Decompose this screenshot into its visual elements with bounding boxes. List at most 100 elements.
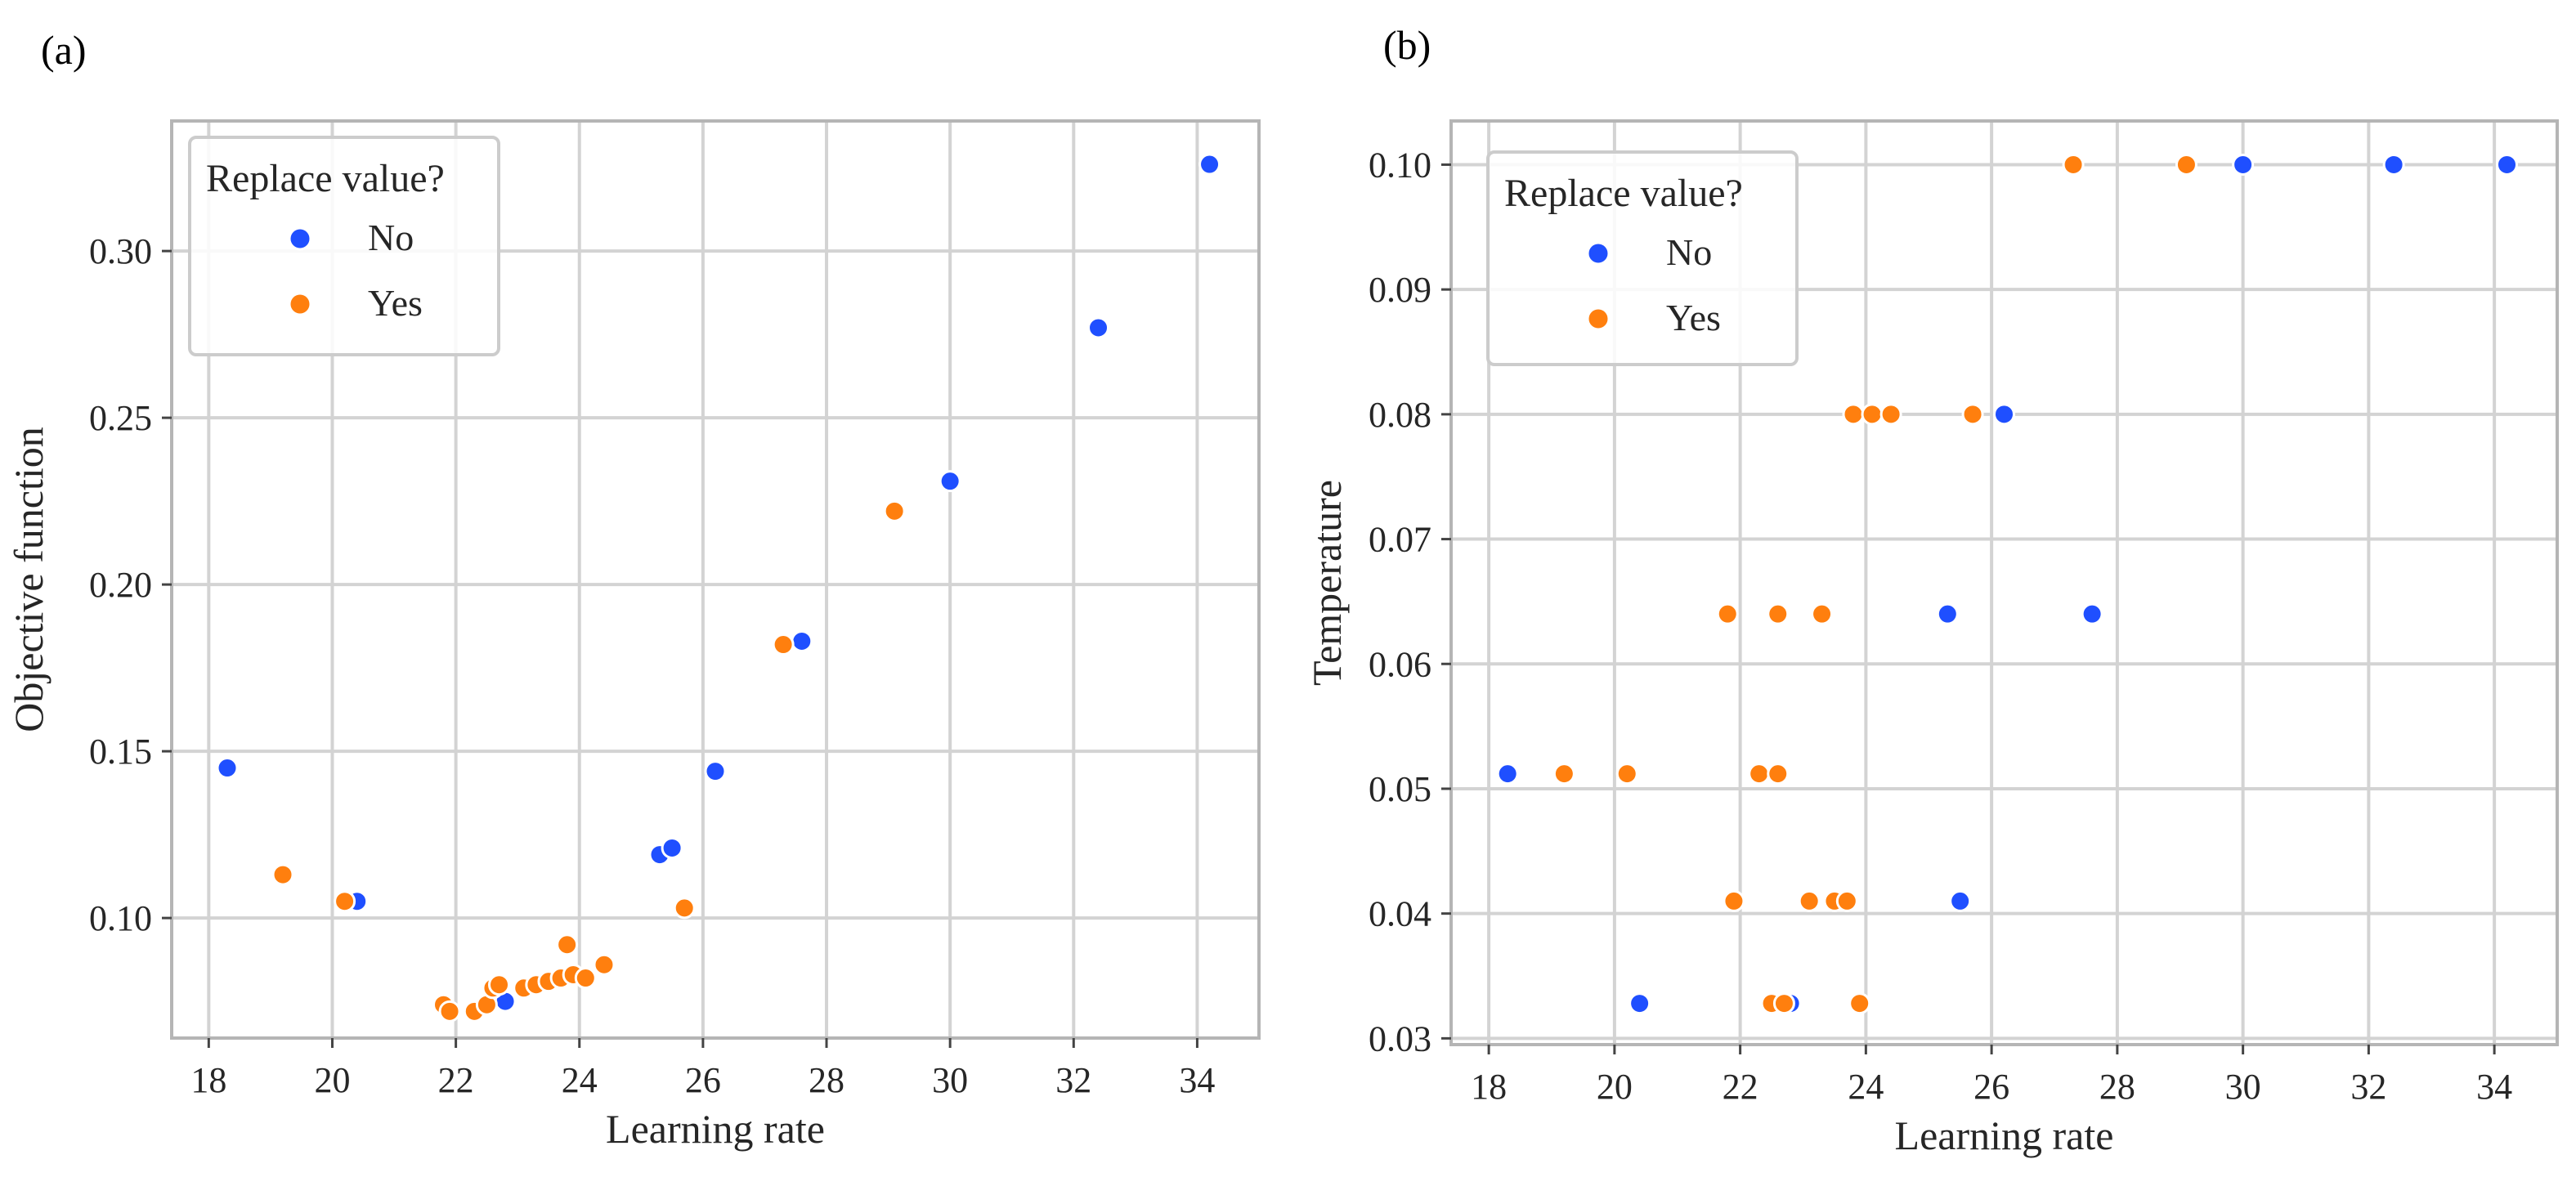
plot-frame — [170, 119, 1261, 1040]
data-point — [2062, 153, 2085, 176]
y-axis-title: Temperature — [1304, 480, 1350, 686]
y-tick-label: 0.06 — [1369, 644, 1431, 684]
y-tick-label: 0.20 — [89, 565, 152, 605]
panel-a: (a) 18 20 22 24 26 28 30 32 34 0.10 0.15 0.20 0.25 0.3… — [6, 27, 1261, 1152]
panel-label: (b) — [1383, 22, 1431, 68]
data-point — [883, 499, 906, 522]
data-point — [593, 953, 616, 976]
data-point — [1842, 403, 1865, 426]
data-point — [1961, 403, 1984, 426]
x-tick-label: 22 — [1723, 1067, 1758, 1107]
data-point — [791, 629, 813, 652]
y-tick-label: 0.07 — [1369, 520, 1431, 560]
panel-b: (b) 18 20 22 24 26 28 30 32 34 0.03 0.04 0.05 0.06 0.0… — [1304, 22, 2559, 1158]
data-point — [574, 967, 597, 990]
data-point — [1496, 763, 1519, 785]
plot-frame — [1449, 119, 2559, 1046]
data-point — [2382, 153, 2405, 176]
x-tick-label: 26 — [1973, 1067, 2009, 1107]
legend-box — [188, 136, 500, 356]
legend-marker — [1586, 307, 1611, 331]
data-point — [1723, 889, 1745, 912]
y-tick-label: 0.10 — [1369, 145, 1431, 185]
legend-marker — [288, 292, 312, 316]
x-tick-label: 24 — [562, 1060, 598, 1100]
x-axis-title: Learning rate — [1895, 1112, 2114, 1158]
x-tick-label: 30 — [2225, 1067, 2261, 1107]
y-tick-label: 0.04 — [1369, 894, 1431, 934]
data-point — [271, 863, 294, 886]
panel-label: (a) — [41, 27, 87, 73]
x-tick-label: 28 — [2099, 1067, 2135, 1107]
series-no — [1496, 153, 2518, 1015]
y-tick-label: 0.10 — [89, 898, 152, 938]
data-point — [1949, 889, 1972, 912]
y-tick-label: 0.30 — [89, 231, 152, 271]
data-point — [1835, 889, 1858, 912]
data-point — [1087, 316, 1110, 339]
data-point — [1772, 992, 1795, 1015]
legend-label: No — [368, 217, 414, 258]
x-tick-label: 18 — [1471, 1067, 1507, 1107]
data-point — [1767, 602, 1790, 625]
data-point — [216, 757, 239, 780]
legend-label: Yes — [368, 282, 423, 324]
data-point — [2081, 602, 2103, 625]
legend-title: Replace value? — [1504, 172, 1743, 215]
data-point — [704, 760, 727, 783]
y-tick-label: 0.25 — [89, 398, 152, 438]
data-point — [1767, 763, 1790, 785]
x-tick-label: 28 — [809, 1060, 844, 1100]
legend-label: Yes — [1666, 297, 1721, 338]
data-point — [334, 890, 356, 913]
x-tick-label: 32 — [1055, 1060, 1091, 1100]
x-tick-label: 20 — [314, 1060, 350, 1100]
legend-title: Replace value? — [206, 157, 445, 200]
data-point — [488, 973, 511, 996]
legend-label: No — [1666, 231, 1712, 273]
x-tick-label: 34 — [1179, 1060, 1215, 1100]
data-point — [939, 470, 961, 493]
series-yes — [271, 499, 906, 1023]
legend-box — [1486, 150, 1799, 366]
data-point — [438, 1000, 461, 1023]
data-point — [556, 933, 579, 956]
x-tick-label: 22 — [438, 1060, 474, 1100]
legend: Replace value? No Yes — [1486, 150, 1799, 366]
data-point — [1811, 602, 1834, 625]
legend: Replace value? No Yes — [188, 136, 500, 356]
x-tick-label: 34 — [2476, 1067, 2512, 1107]
data-point — [772, 633, 795, 656]
series-yes — [1552, 153, 2197, 1015]
data-point — [1861, 403, 1884, 426]
x-tick-label: 18 — [190, 1060, 226, 1100]
y-tick-label: 0.05 — [1369, 769, 1431, 809]
y-tick-label: 0.09 — [1369, 270, 1431, 310]
y-tick-label: 0.03 — [1369, 1018, 1431, 1058]
data-point — [1798, 889, 1821, 912]
data-point — [661, 836, 683, 859]
x-tick-label: 20 — [1597, 1067, 1633, 1107]
x-tick-label: 32 — [2350, 1067, 2386, 1107]
x-axis-title: Learning rate — [606, 1106, 825, 1152]
data-point — [1615, 763, 1638, 785]
data-point — [1936, 602, 1959, 625]
data-point — [1748, 763, 1771, 785]
x-tick-label: 30 — [932, 1060, 968, 1100]
data-point — [2232, 153, 2255, 176]
x-tick-label: 26 — [685, 1060, 721, 1100]
data-point — [2175, 153, 2197, 176]
data-point — [1848, 992, 1871, 1015]
data-point — [2496, 153, 2518, 176]
data-point — [673, 897, 696, 920]
data-point — [1993, 403, 2015, 426]
y-tick-label: 0.08 — [1369, 395, 1431, 435]
data-point — [1716, 602, 1739, 625]
data-point — [1552, 763, 1575, 785]
data-point — [1879, 403, 1902, 426]
data-point — [1198, 153, 1221, 176]
data-point — [1628, 992, 1651, 1015]
x-tick-label: 24 — [1848, 1067, 1884, 1107]
y-tick-label: 0.15 — [89, 732, 152, 772]
